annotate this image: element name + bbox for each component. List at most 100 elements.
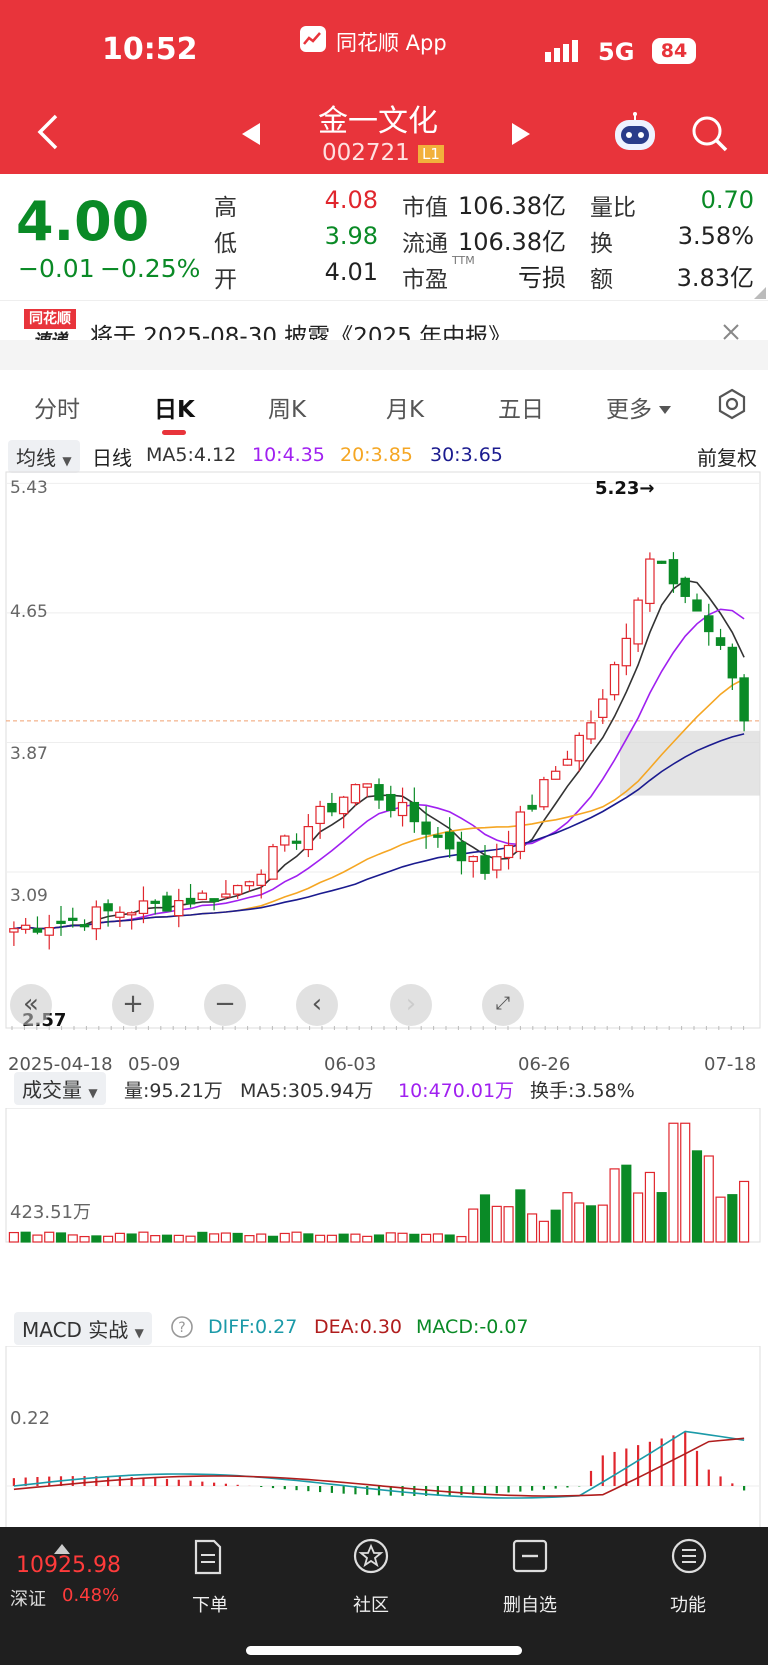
volume-bar [585,1205,597,1243]
amount-label: 额 [590,267,613,293]
chart-area: 均线 ▼ 日线 MA5:4.12 10:4.35 20:3.85 30:3.65… [0,436,768,1535]
candle-body [209,898,219,903]
y-label-3-87: 3.87 [10,744,48,764]
volume-bar [173,1234,184,1243]
next-stock-icon[interactable] [510,121,532,151]
candle-body [103,903,113,912]
fullscreen-icon[interactable]: ⤢ [482,984,524,1026]
close-icon[interactable] [720,321,742,347]
y-label-3-09: 3.09 [10,886,48,906]
macd-indicator-select[interactable]: MACD 实战 ▼ [14,1312,152,1345]
app-name: 同花顺 App [336,31,447,55]
ma-indicator-select[interactable]: 均线 ▼ [8,440,80,473]
turnover-value: 3.58% [677,222,754,250]
candle-body [456,841,467,862]
volume-ma5: MA5:305.94万 [240,1080,374,1102]
scroll-right-icon[interactable]: › [390,984,432,1026]
community-button[interactable]: 社区 [353,1595,389,1616]
adjust-mode[interactable]: 前复权 [697,446,757,470]
candle-body [9,928,19,933]
period-label: 日线 [92,446,132,470]
candle-body [609,664,620,696]
svg-text:?: ? [178,1320,185,1336]
function-button[interactable]: 功能 [670,1595,706,1616]
candle-body [421,821,431,835]
expand-corner-icon[interactable] [754,284,766,303]
macd-chart[interactable] [0,1346,768,1536]
volume-bar [315,1234,326,1243]
ma-indicator-label: 均线 [16,446,56,470]
tab-weekly-k[interactable]: 周K [268,397,307,423]
scroll-left-icon[interactable]: ‹ [296,984,338,1026]
volume-bar [126,1233,137,1243]
volume-bar [362,1235,373,1243]
function-menu-icon[interactable] [670,1537,708,1579]
volume-chart[interactable] [0,1108,768,1244]
candle-body [586,722,596,740]
volume-bar [550,1209,561,1243]
section-gap [0,340,768,374]
tab-active-indicator [162,430,186,435]
tab-five-day[interactable]: 五日 [498,397,544,423]
candle-body [704,615,714,633]
volume-bar [303,1233,314,1243]
float-value: 106.38亿 [458,228,566,256]
signal-icon [545,40,585,68]
candle-body [91,906,102,930]
candle-body [115,911,125,918]
macd-diff: DIFF:0.27 [208,1316,298,1338]
mcap-value: 106.38亿 [458,192,566,220]
ma30-line [13,733,745,930]
volume-bar [703,1155,714,1243]
index-value[interactable]: 10925.98 [16,1553,121,1578]
candle-body [138,900,149,915]
candle-body [692,599,702,612]
price-change: −0.01 [18,254,95,283]
y-label-5-43: 5.43 [10,478,48,498]
candle-body [185,897,196,905]
zoom-in-icon[interactable]: + [112,984,154,1026]
robot-assistant-icon[interactable] [612,112,658,158]
volume-bar [739,1180,750,1243]
volume-indicator-select[interactable]: 成交量 ▼ [14,1072,106,1105]
help-icon[interactable]: ? [170,1315,194,1343]
volume-bar [715,1196,726,1243]
shrink-chart-icon[interactable]: « [10,984,52,1026]
back-icon[interactable] [34,112,64,156]
tab-daily-k[interactable]: 日K [154,397,195,423]
chevron-down-icon: ▼ [88,1086,98,1100]
remove-watchlist-icon[interactable] [512,1539,548,1577]
macd-y-label: 0.22 [10,1408,51,1429]
stock-code: 002721 [322,140,410,166]
tab-minute[interactable]: 分时 [34,397,80,423]
macd-indicator-label: MACD 实战 [22,1318,129,1342]
zoom-out-icon[interactable]: − [204,984,246,1026]
chevron-down-icon: ▼ [62,454,72,468]
tab-more[interactable]: 更多 [606,397,652,423]
candle-body [303,826,314,851]
level-badge: L1 [418,145,444,163]
macd-dea: DEA:0.30 [314,1316,403,1338]
remove-watchlist-button[interactable]: 删自选 [503,1595,557,1616]
tab-monthly-k[interactable]: 月K [386,397,425,423]
settings-icon[interactable] [716,388,748,424]
kline-chart[interactable] [0,470,768,1030]
index-up-arrow-icon [54,1539,70,1558]
volume-bar [644,1171,655,1243]
more-dropdown-icon[interactable] [658,400,672,419]
order-icon[interactable] [192,1539,224,1579]
candle-body [550,770,561,780]
candle-body [374,784,384,801]
candle-body [68,917,78,921]
search-icon[interactable] [690,114,730,158]
vol-ratio-label: 量比 [590,195,636,221]
order-button[interactable]: 下单 [192,1595,228,1616]
volume-bar [633,1192,644,1243]
community-icon[interactable] [352,1537,390,1579]
volume-bar [138,1231,149,1243]
candle-body [126,912,137,916]
volume-bar [326,1234,337,1243]
battery-icon: 84 [652,38,696,64]
candle-body [633,599,643,645]
prev-stock-icon[interactable] [240,121,262,151]
